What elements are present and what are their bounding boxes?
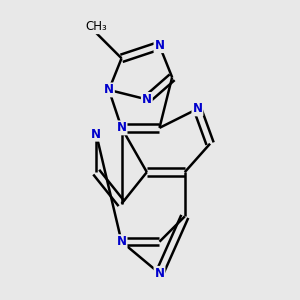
Text: N: N [116, 122, 127, 134]
Text: CH₃: CH₃ [85, 20, 107, 33]
Text: N: N [154, 39, 164, 52]
Text: N: N [142, 93, 152, 106]
Text: N: N [154, 267, 164, 280]
Text: N: N [192, 102, 203, 116]
Text: N: N [104, 83, 114, 96]
Text: N: N [91, 128, 101, 141]
Text: N: N [116, 235, 127, 248]
